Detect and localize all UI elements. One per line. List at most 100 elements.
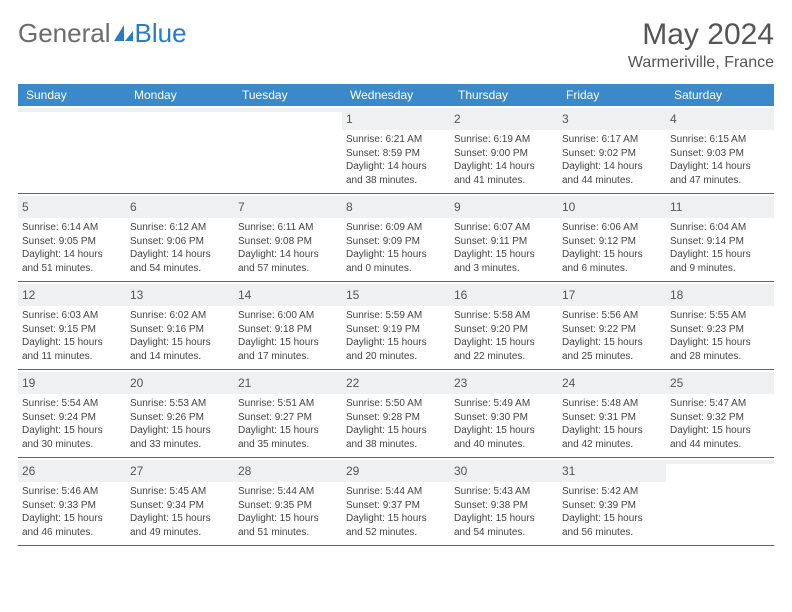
- calendar-cell: 16 Sunrise: 5:58 AMSunset: 9:20 PMDayligh…: [450, 282, 558, 369]
- calendar-cell: 21 Sunrise: 5:51 AMSunset: 9:27 PMDayligh…: [234, 370, 342, 457]
- logo-text-1: General: [18, 18, 111, 49]
- dow-label: Thursday: [450, 84, 558, 106]
- day-info: Sunrise: 6:12 AMSunset: 9:06 PMDaylight:…: [130, 221, 230, 275]
- calendar-cell: 27 Sunrise: 5:45 AMSunset: 9:34 PMDayligh…: [126, 458, 234, 545]
- calendar-week: 19 Sunrise: 5:54 AMSunset: 9:24 PMDayligh…: [18, 370, 774, 458]
- day-info: Sunrise: 5:51 AMSunset: 9:27 PMDaylight:…: [238, 397, 338, 451]
- calendar-week: 12Sunrise: 6:03 AMSunset: 9:15 PMDayligh…: [18, 282, 774, 370]
- day-number: 15: [346, 288, 359, 302]
- day-info: Sunrise: 5:49 AMSunset: 9:30 PMDaylight:…: [454, 397, 554, 451]
- header: General Blue May 2024 Warmeriville, Fran…: [18, 18, 774, 72]
- calendar-cell: 12Sunrise: 6:03 AMSunset: 9:15 PMDayligh…: [18, 282, 126, 369]
- day-number: 24: [562, 376, 575, 390]
- day-number: 6: [130, 200, 137, 214]
- day-info: Sunrise: 5:42 AMSunset: 9:39 PMDaylight:…: [562, 485, 662, 539]
- calendar-cell: 4 Sunrise: 6:15 AMSunset: 9:03 PMDaylight…: [666, 106, 774, 193]
- logo: General Blue: [18, 18, 187, 49]
- logo-sail-icon: [113, 24, 135, 42]
- day-number: 13: [130, 288, 143, 302]
- day-number: 26: [22, 464, 35, 478]
- day-number: 11: [670, 200, 682, 214]
- calendar-cell: 18 Sunrise: 5:55 AMSunset: 9:23 PMDayligh…: [666, 282, 774, 369]
- day-info: Sunrise: 5:55 AMSunset: 9:23 PMDaylight:…: [670, 309, 770, 363]
- calendar-cell: 13Sunrise: 6:02 AMSunset: 9:16 PMDayligh…: [126, 282, 234, 369]
- day-number: 7: [238, 200, 245, 214]
- day-number: 31: [562, 464, 575, 478]
- calendar-cell: [126, 106, 234, 193]
- calendar-cell: 7 Sunrise: 6:11 AMSunset: 9:08 PMDaylight…: [234, 194, 342, 281]
- day-info: Sunrise: 6:17 AMSunset: 9:02 PMDaylight:…: [562, 133, 662, 187]
- day-number: 5: [22, 200, 29, 214]
- calendar-cell: 10 Sunrise: 6:06 AMSunset: 9:12 PMDayligh…: [558, 194, 666, 281]
- day-info: Sunrise: 5:56 AMSunset: 9:22 PMDaylight:…: [562, 309, 662, 363]
- day-info: Sunrise: 6:14 AMSunset: 9:05 PMDaylight:…: [22, 221, 122, 275]
- day-info: Sunrise: 5:54 AMSunset: 9:24 PMDaylight:…: [22, 397, 122, 451]
- day-number: 18: [670, 288, 683, 302]
- day-number: 10: [562, 200, 575, 214]
- day-info: Sunrise: 6:00 AMSunset: 9:18 PMDaylight:…: [238, 309, 338, 363]
- day-number: 21: [238, 376, 251, 390]
- calendar-week: 26 Sunrise: 5:46 AMSunset: 9:33 PMDayligh…: [18, 458, 774, 546]
- dow-label: Wednesday: [342, 84, 450, 106]
- calendar-cell: [18, 106, 126, 193]
- day-number: 14: [238, 288, 251, 302]
- day-number: 30: [454, 464, 467, 478]
- day-number: 22: [346, 376, 359, 390]
- calendar-cell: 20Sunrise: 5:53 AMSunset: 9:26 PMDayligh…: [126, 370, 234, 457]
- calendar-cell: 1Sunrise: 6:21 AMSunset: 8:59 PMDaylight…: [342, 106, 450, 193]
- calendar-cell: 8 Sunrise: 6:09 AMSunset: 9:09 PMDaylight…: [342, 194, 450, 281]
- calendar-cell: 28Sunrise: 5:44 AMSunset: 9:35 PMDayligh…: [234, 458, 342, 545]
- day-info: Sunrise: 6:06 AMSunset: 9:12 PMDaylight:…: [562, 221, 662, 275]
- page-title: May 2024: [628, 18, 774, 52]
- day-info: Sunrise: 5:45 AMSunset: 9:34 PMDaylight:…: [130, 485, 230, 539]
- day-info: Sunrise: 5:44 AMSunset: 9:37 PMDaylight:…: [346, 485, 446, 539]
- day-info: Sunrise: 5:47 AMSunset: 9:32 PMDaylight:…: [670, 397, 770, 451]
- calendar-cell: 30 Sunrise: 5:43 AMSunset: 9:38 PMDayligh…: [450, 458, 558, 545]
- calendar-cell: 15 Sunrise: 5:59 AMSunset: 9:19 PMDayligh…: [342, 282, 450, 369]
- day-of-week-header: SundayMondayTuesdayWednesdayThursdayFrid…: [18, 84, 774, 106]
- day-number: 17: [562, 288, 575, 302]
- day-info: Sunrise: 6:04 AMSunset: 9:14 PMDaylight:…: [670, 221, 770, 275]
- calendar-cell: [666, 458, 774, 545]
- calendar-cell: 26 Sunrise: 5:46 AMSunset: 9:33 PMDayligh…: [18, 458, 126, 545]
- calendar-cell: 17 Sunrise: 5:56 AMSunset: 9:22 PMDayligh…: [558, 282, 666, 369]
- day-number: 20: [130, 376, 143, 390]
- calendar-cell: [234, 106, 342, 193]
- calendar-cell: 2Sunrise: 6:19 AMSunset: 9:00 PMDaylight…: [450, 106, 558, 193]
- dow-label: Friday: [558, 84, 666, 106]
- calendar-cell: 24 Sunrise: 5:48 AMSunset: 9:31 PMDayligh…: [558, 370, 666, 457]
- day-info: Sunrise: 5:58 AMSunset: 9:20 PMDaylight:…: [454, 309, 554, 363]
- calendar-cell: 31 Sunrise: 5:42 AMSunset: 9:39 PMDayligh…: [558, 458, 666, 545]
- day-info: Sunrise: 5:48 AMSunset: 9:31 PMDaylight:…: [562, 397, 662, 451]
- day-info: Sunrise: 6:07 AMSunset: 9:11 PMDaylight:…: [454, 221, 554, 275]
- dow-label: Monday: [126, 84, 234, 106]
- day-info: Sunrise: 6:03 AMSunset: 9:15 PMDaylight:…: [22, 309, 122, 363]
- dow-label: Sunday: [18, 84, 126, 106]
- logo-text-2: Blue: [135, 18, 187, 49]
- day-number: 8: [346, 200, 353, 214]
- day-info: Sunrise: 5:59 AMSunset: 9:19 PMDaylight:…: [346, 309, 446, 363]
- calendar-cell: 25Sunrise: 5:47 AMSunset: 9:32 PMDayligh…: [666, 370, 774, 457]
- day-info: Sunrise: 6:09 AMSunset: 9:09 PMDaylight:…: [346, 221, 446, 275]
- day-info: Sunrise: 5:43 AMSunset: 9:38 PMDaylight:…: [454, 485, 554, 539]
- day-number: 9: [454, 200, 461, 214]
- day-number: 27: [130, 464, 143, 478]
- day-info: Sunrise: 6:19 AMSunset: 9:00 PMDaylight:…: [454, 133, 554, 187]
- calendar-cell: 9 Sunrise: 6:07 AMSunset: 9:11 PMDaylight…: [450, 194, 558, 281]
- calendar-week: 1Sunrise: 6:21 AMSunset: 8:59 PMDaylight…: [18, 106, 774, 194]
- calendar-cell: 3Sunrise: 6:17 AMSunset: 9:02 PMDaylight…: [558, 106, 666, 193]
- calendar-cell: 11 Sunrise: 6:04 AMSunset: 9:14 PMDayligh…: [666, 194, 774, 281]
- calendar-cell: 23Sunrise: 5:49 AMSunset: 9:30 PMDayligh…: [450, 370, 558, 457]
- day-info: Sunrise: 6:15 AMSunset: 9:03 PMDaylight:…: [670, 133, 770, 187]
- calendar-cell: 22Sunrise: 5:50 AMSunset: 9:28 PMDayligh…: [342, 370, 450, 457]
- calendar-cell: 6 Sunrise: 6:12 AMSunset: 9:06 PMDaylight…: [126, 194, 234, 281]
- day-number: 4: [670, 112, 677, 126]
- day-number: 19: [22, 376, 35, 390]
- day-info: Sunrise: 5:46 AMSunset: 9:33 PMDaylight:…: [22, 485, 122, 539]
- day-info: Sunrise: 6:11 AMSunset: 9:08 PMDaylight:…: [238, 221, 338, 275]
- day-info: Sunrise: 5:44 AMSunset: 9:35 PMDaylight:…: [238, 485, 338, 539]
- calendar-cell: 19 Sunrise: 5:54 AMSunset: 9:24 PMDayligh…: [18, 370, 126, 457]
- day-number: 16: [454, 288, 467, 302]
- calendar-cell: 14 Sunrise: 6:00 AMSunset: 9:18 PMDayligh…: [234, 282, 342, 369]
- calendar-cell: 5 Sunrise: 6:14 AMSunset: 9:05 PMDaylight…: [18, 194, 126, 281]
